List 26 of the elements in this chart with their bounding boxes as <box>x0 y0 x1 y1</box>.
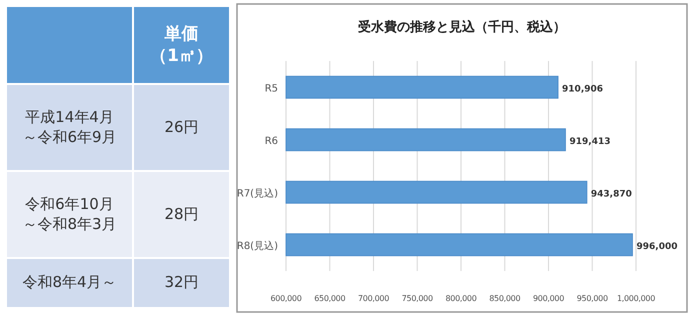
y-tick-label: R5 <box>264 83 278 94</box>
text: 28円 <box>164 204 199 223</box>
chart-title: 受水費の推移と見込（千円、税込） <box>357 19 566 35</box>
text: 32円 <box>164 273 199 292</box>
x-tick-label: 800,000 <box>446 294 477 303</box>
data-label: 919,413 <box>569 136 610 147</box>
data-label: 943,870 <box>590 189 632 200</box>
y-tick-label: R6 <box>264 136 278 147</box>
x-tick-label: 850,000 <box>489 294 520 303</box>
x-tick-label: 700,000 <box>358 294 390 303</box>
category-label: 令和8年4月～ <box>6 258 133 308</box>
x-tick-label: 600,000 <box>270 294 302 303</box>
data-label: 910,906 <box>562 84 604 94</box>
text: 単価 <box>164 22 200 45</box>
x-tick-label: 750,000 <box>402 294 433 303</box>
category-label: 令和6年10月～令和8年3月 <box>6 171 133 258</box>
x-tick-label: 900,000 <box>533 294 564 303</box>
text: 26円 <box>164 118 199 136</box>
x-tick-label: 950,000 <box>576 294 608 303</box>
data-label: 996,000 <box>636 242 678 252</box>
x-tick-label: 1,000,000 <box>616 294 656 303</box>
y-tick-label: R7(見込) <box>236 187 278 200</box>
x-tick-label: 650,000 <box>314 294 346 303</box>
y-tick-label: R8(見込) <box>236 240 278 252</box>
text: （1㎥） <box>149 45 214 68</box>
category-label: 平成14年4月～令和6年9月 <box>6 84 133 172</box>
